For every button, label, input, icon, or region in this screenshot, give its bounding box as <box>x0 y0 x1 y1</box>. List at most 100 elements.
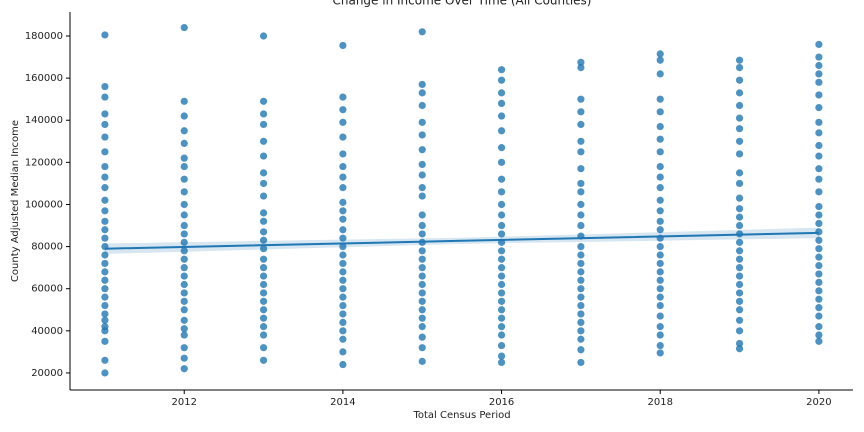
point <box>180 127 188 135</box>
point <box>497 314 506 322</box>
point <box>339 184 347 192</box>
point <box>259 217 268 225</box>
point <box>735 272 744 280</box>
point <box>418 264 426 272</box>
point <box>180 325 188 333</box>
point <box>339 310 347 318</box>
point <box>101 337 109 345</box>
point <box>339 93 347 101</box>
y-tick-label: 120000 <box>25 157 63 168</box>
point <box>577 58 585 66</box>
point <box>259 236 268 244</box>
point <box>101 310 109 318</box>
point <box>418 314 426 322</box>
point <box>339 335 347 343</box>
point <box>656 242 664 251</box>
point <box>259 120 268 129</box>
point <box>735 213 744 221</box>
point <box>180 280 188 289</box>
point <box>418 184 426 192</box>
point <box>339 118 347 126</box>
point <box>656 135 664 143</box>
x-tick-label: 2016 <box>489 397 514 408</box>
point <box>656 56 664 64</box>
point <box>339 318 347 327</box>
point <box>815 304 823 312</box>
point <box>656 285 664 293</box>
point <box>101 234 109 242</box>
point <box>577 108 585 116</box>
point <box>418 280 426 289</box>
point <box>735 221 744 230</box>
point <box>418 80 426 89</box>
point <box>735 327 744 335</box>
point <box>497 211 506 219</box>
point <box>101 148 109 156</box>
point <box>497 230 506 238</box>
point <box>418 118 426 126</box>
point <box>815 70 823 78</box>
point <box>180 289 188 297</box>
point <box>101 301 109 310</box>
point <box>815 61 823 70</box>
point <box>577 148 585 156</box>
point <box>339 234 347 242</box>
point <box>735 255 744 263</box>
point <box>815 91 823 99</box>
point <box>815 261 823 270</box>
point <box>815 287 823 295</box>
point <box>101 120 109 129</box>
point <box>815 219 823 228</box>
point <box>577 63 585 72</box>
point <box>339 198 347 206</box>
point <box>180 221 188 230</box>
point <box>259 272 268 280</box>
point <box>735 280 744 289</box>
point <box>101 110 109 118</box>
point <box>577 318 585 327</box>
point <box>418 297 426 305</box>
point <box>259 297 268 305</box>
point <box>735 137 744 145</box>
point <box>497 127 506 135</box>
point <box>497 264 506 272</box>
y-axis-label: County Adjusted Median Income <box>10 120 21 282</box>
point <box>497 352 506 360</box>
point <box>815 323 823 331</box>
point <box>497 66 506 74</box>
point <box>656 259 664 268</box>
point <box>735 150 744 158</box>
regression-line <box>104 231 819 250</box>
point <box>101 184 109 192</box>
point <box>656 217 664 225</box>
point <box>259 306 268 314</box>
point <box>418 192 426 200</box>
point <box>497 188 506 196</box>
point <box>259 255 268 263</box>
point <box>418 255 426 263</box>
point <box>418 333 426 341</box>
point <box>180 175 188 183</box>
point <box>656 268 664 276</box>
point <box>418 306 426 314</box>
point <box>418 89 426 97</box>
point <box>101 259 109 268</box>
point <box>735 289 744 297</box>
point <box>656 293 664 301</box>
point <box>577 358 585 367</box>
point <box>497 272 506 280</box>
point <box>497 331 506 339</box>
point <box>815 40 823 49</box>
point <box>180 238 188 246</box>
point <box>577 242 585 251</box>
point <box>180 162 188 171</box>
point <box>815 188 823 196</box>
point <box>656 323 664 331</box>
point <box>735 63 744 72</box>
point <box>339 133 347 141</box>
point <box>815 104 823 112</box>
point <box>735 56 744 64</box>
point <box>101 293 109 301</box>
point <box>418 146 426 154</box>
point <box>656 331 664 339</box>
